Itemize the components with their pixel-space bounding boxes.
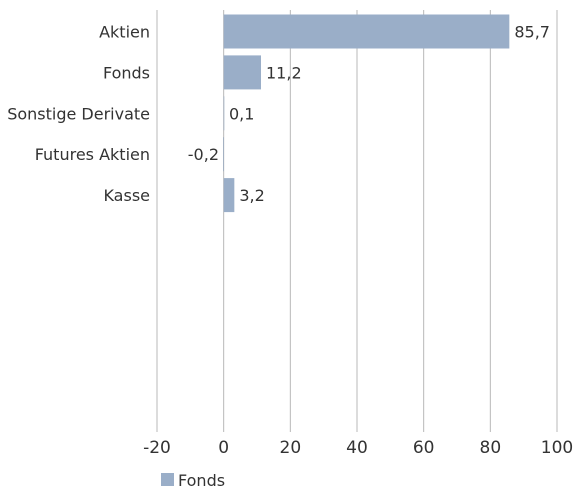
bar-futures-aktien xyxy=(223,137,224,172)
category-label: Sonstige Derivate xyxy=(7,104,150,123)
x-tick-label: 40 xyxy=(346,438,368,458)
data-label: 11,2 xyxy=(266,63,302,82)
data-label: -0,2 xyxy=(188,145,219,164)
bar-kasse xyxy=(223,178,235,213)
category-labels: Aktien Fonds Sonstige Derivate Futures Akti… xyxy=(7,23,150,206)
x-tick-label: -20 xyxy=(143,438,171,458)
category-label: Aktien xyxy=(99,23,150,42)
x-axis-tick-labels: -20 0 20 40 60 80 100 xyxy=(143,438,573,458)
legend: Fonds xyxy=(161,471,225,490)
x-tick-label: 100 xyxy=(541,438,573,458)
bar-fonds xyxy=(223,55,261,90)
gridlines xyxy=(156,10,558,432)
data-label: 85,7 xyxy=(514,23,550,42)
category-label: Futures Aktien xyxy=(35,145,150,164)
bars xyxy=(223,14,510,213)
x-tick-label: 60 xyxy=(413,438,435,458)
data-labels: 85,7 11,2 0,1 -0,2 3,2 xyxy=(188,23,550,206)
category-label: Kasse xyxy=(103,186,150,205)
x-tick-label: 0 xyxy=(218,438,229,458)
category-label: Fonds xyxy=(103,63,150,82)
legend-label-fonds: Fonds xyxy=(178,471,225,490)
legend-swatch-fonds xyxy=(161,473,174,486)
bar-sonstige-derivate xyxy=(223,96,225,131)
data-label: 0,1 xyxy=(229,104,254,123)
data-label: 3,2 xyxy=(239,186,264,205)
bar-aktien xyxy=(223,14,510,49)
x-tick-label: 20 xyxy=(280,438,302,458)
x-tick-label: 80 xyxy=(480,438,502,458)
